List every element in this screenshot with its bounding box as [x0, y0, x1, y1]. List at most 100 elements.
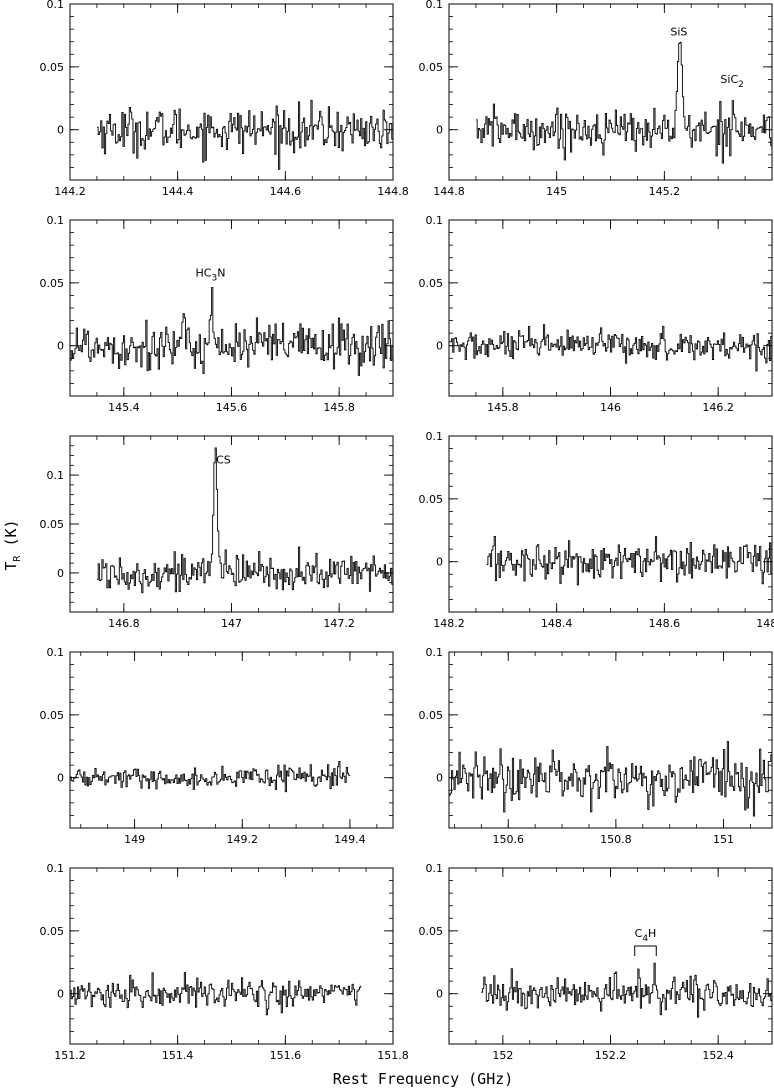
y-tick-label: 0.05: [40, 518, 65, 531]
svg-text:TR (K): TR (K): [2, 519, 23, 570]
spectrum-panel-7: 149 149.2 149.4 0 0.05 0.1: [40, 646, 394, 846]
x-tick-label: 148.8: [756, 617, 774, 630]
x-tick-label: 144.4: [162, 185, 194, 198]
plot-frame: [69, 3, 394, 181]
x-tick-label: 150.6: [492, 833, 524, 846]
spectrum-panel-4: 145.8 146 146.2 0 0.05 0.1: [419, 214, 773, 414]
x-tick-label: 145.8: [323, 401, 355, 414]
y-tick-label: 0.05: [419, 277, 444, 290]
x-tick-label: 147.2: [323, 617, 355, 630]
y-tick-label: 0.05: [419, 61, 444, 74]
spectrum-panel-5: 146.8 147 147.2 0 0.05 0.1 CS: [40, 435, 394, 630]
spectrum-panel-3: 145.4 145.6 145.8 0 0.05 0.1 HC3N: [40, 214, 394, 414]
y-tick-label: 0: [436, 340, 443, 353]
line-label: CS: [216, 453, 231, 466]
y-tick-label: 0.1: [47, 646, 65, 659]
plot-frame: [448, 867, 773, 1045]
spectrum-trace: [96, 447, 393, 594]
plot-frame: [448, 435, 773, 613]
line-label: SiC2: [720, 73, 743, 90]
plot-frame: [448, 651, 773, 829]
spectrum-panel-10: 152 152.2 152.4 0 0.05 0.1 C4H: [419, 862, 773, 1062]
y-tick-label: 0.1: [426, 646, 444, 659]
x-tick-label: 145.6: [216, 401, 248, 414]
x-tick-label: 151.6: [270, 1049, 302, 1062]
y-tick-label: 0: [57, 124, 64, 137]
x-tick-label: 151.4: [162, 1049, 194, 1062]
x-tick-label: 152.2: [595, 1049, 627, 1062]
y-tick-label: 0.1: [47, 469, 65, 482]
x-axis-title: Rest Frequency (GHz): [333, 1070, 514, 1088]
y-tick-label: 0.1: [47, 0, 65, 11]
x-tick-label: 145.8: [487, 401, 519, 414]
x-tick-label: 146: [600, 401, 621, 414]
y-tick-label: 0.05: [40, 277, 65, 290]
spectrum-trace: [96, 99, 393, 170]
spectrum-trace: [70, 972, 362, 1016]
x-tick-label: 149: [124, 833, 145, 846]
spectrum-trace: [449, 741, 772, 817]
plot-frame: [69, 435, 394, 613]
y-tick-label: 0: [436, 772, 443, 785]
line-label: SiS: [670, 25, 687, 38]
x-tick-label: 144.6: [270, 185, 302, 198]
plot-frame: [69, 219, 394, 397]
spectrum-panel-2: 144.8 145 145.2 0 0.05 0.1 SiS SiC2: [419, 0, 773, 198]
spectrum-panel-8: 150.6 150.8 151 0 0.05 0.1: [419, 646, 773, 846]
y-tick-label: 0.05: [40, 709, 65, 722]
y-tick-label: 0.1: [426, 214, 444, 227]
x-tick-label: 147: [221, 617, 242, 630]
y-tick-label: 0.05: [419, 493, 444, 506]
x-tick-label: 145.2: [649, 185, 681, 198]
x-tick-label: 151: [713, 833, 734, 846]
y-tick-label: 0.05: [40, 925, 65, 938]
spectrum-trace: [475, 41, 772, 164]
x-tick-label: 148.4: [541, 617, 573, 630]
spectrum-panel-9: 151.2 151.4 151.6 151.8 0 0.05 0.1: [40, 862, 409, 1062]
y-axis-title: TR (K): [2, 519, 23, 570]
y-tick-label: 0.1: [47, 862, 65, 875]
spectrum-trace: [449, 324, 772, 372]
x-tick-label: 151.8: [377, 1049, 409, 1062]
y-tick-label: 0: [57, 340, 64, 353]
line-label: HC3N: [196, 267, 226, 284]
x-tick-label: 146.2: [702, 401, 734, 414]
y-tick-label: 0: [57, 772, 64, 785]
y-tick-label: 0: [436, 988, 443, 1001]
spectrum-panel-1: 144.2 144.4 144.6 144.8 0 0.05 0.1: [40, 0, 409, 198]
spectrum-panel-6: 148.2 148.4 148.6 148.8 0 0.05 0.1: [419, 430, 774, 630]
x-tick-label: 144.8: [377, 185, 409, 198]
spectrum-trace: [70, 287, 393, 376]
y-axis-title-unit: (K): [2, 519, 20, 546]
y-tick-label: 0.1: [426, 430, 444, 443]
x-tick-label: 150.8: [600, 833, 632, 846]
x-tick-label: 148.2: [433, 617, 465, 630]
spectrum-trace: [70, 760, 351, 793]
x-tick-label: 152: [492, 1049, 513, 1062]
y-tick-label: 0.1: [426, 0, 444, 11]
y-tick-label: 0.05: [419, 925, 444, 938]
x-tick-label: 148.6: [649, 617, 681, 630]
spectrum-trace: [486, 536, 772, 586]
x-tick-label: 144.2: [54, 185, 86, 198]
y-axis-title-main: T: [2, 562, 20, 571]
line-bracket: [634, 945, 657, 956]
y-tick-label: 0: [57, 988, 64, 1001]
y-tick-label: 0.1: [47, 214, 65, 227]
x-tick-label: 145.4: [108, 401, 140, 414]
y-tick-label: 0.05: [419, 709, 444, 722]
x-tick-label: 151.2: [54, 1049, 86, 1062]
plot-frame: [69, 867, 394, 1045]
x-tick-label: 145: [546, 185, 567, 198]
plot-frame: [448, 219, 773, 397]
y-tick-label: 0: [436, 556, 443, 569]
y-tick-label: 0: [57, 567, 64, 580]
x-tick-label: 149.2: [227, 833, 259, 846]
y-tick-label: 0.05: [40, 61, 65, 74]
panel-grid: 144.2 144.4 144.6 144.8 0 0.05 0.1 144.8 145 145.…: [40, 0, 774, 1062]
spectrum-trace: [481, 962, 772, 1018]
plot-frame: [69, 651, 394, 829]
x-tick-label: 149.4: [334, 833, 366, 846]
x-tick-label: 152.4: [702, 1049, 734, 1062]
